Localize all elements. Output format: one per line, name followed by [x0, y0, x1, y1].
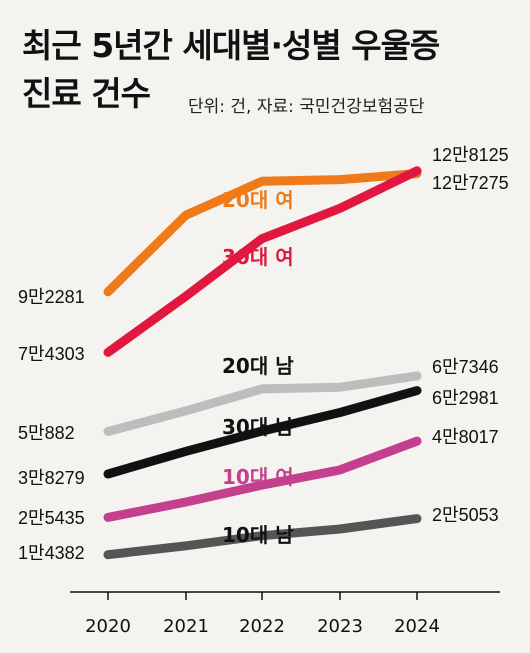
series-line-1	[103, 166, 422, 357]
x-tick-label-2024: 2024	[394, 616, 440, 637]
series-line-0	[103, 169, 422, 297]
series-name-label-5: 10대 남	[222, 523, 294, 547]
series-name-label-2: 20대 남	[222, 354, 294, 378]
start-value-label-1: 7만4303	[18, 344, 85, 364]
end-value-label-4: 4만8017	[432, 427, 499, 447]
series-name-label-1: 30대 여	[222, 245, 294, 269]
end-value-label-5: 2만5053	[432, 505, 499, 525]
x-tick-label-2022: 2022	[239, 616, 285, 637]
start-value-label-2: 5만882	[18, 423, 75, 443]
series-name-label-4: 10대 여	[222, 465, 294, 489]
series-line-3	[103, 386, 422, 479]
series-line-2	[103, 371, 422, 436]
title-line-1: 최근 5년간 세대별·성별 우울증	[22, 26, 440, 65]
series-line-5	[103, 514, 422, 560]
end-value-label-3: 6만2981	[432, 388, 499, 408]
series-name-label-3: 30대 남	[222, 415, 294, 439]
x-tick-label-2020: 2020	[85, 616, 131, 637]
start-value-label-0: 9만2281	[18, 287, 85, 307]
x-tick-label-2023: 2023	[317, 616, 363, 637]
end-value-label-2: 6만7346	[432, 357, 499, 377]
series-name-label-0: 20대 여	[222, 188, 294, 212]
end-value-label-0: 12만7275	[432, 173, 509, 193]
end-value-label-1: 12만8125	[432, 145, 509, 165]
title-line-2: 진료 건수	[22, 74, 151, 113]
x-tick-label-2021: 2021	[163, 616, 209, 637]
start-value-label-4: 2만5435	[18, 508, 85, 528]
unit-source-note: 단위: 건, 자료: 국민건강보험공단	[188, 97, 425, 117]
series-line-4	[103, 436, 422, 522]
chart-title: 최근 5년간 세대별·성별 우울증 진료 건수	[22, 22, 440, 118]
start-value-label-3: 3만8279	[18, 468, 85, 488]
start-value-label-5: 1만4382	[18, 543, 85, 563]
